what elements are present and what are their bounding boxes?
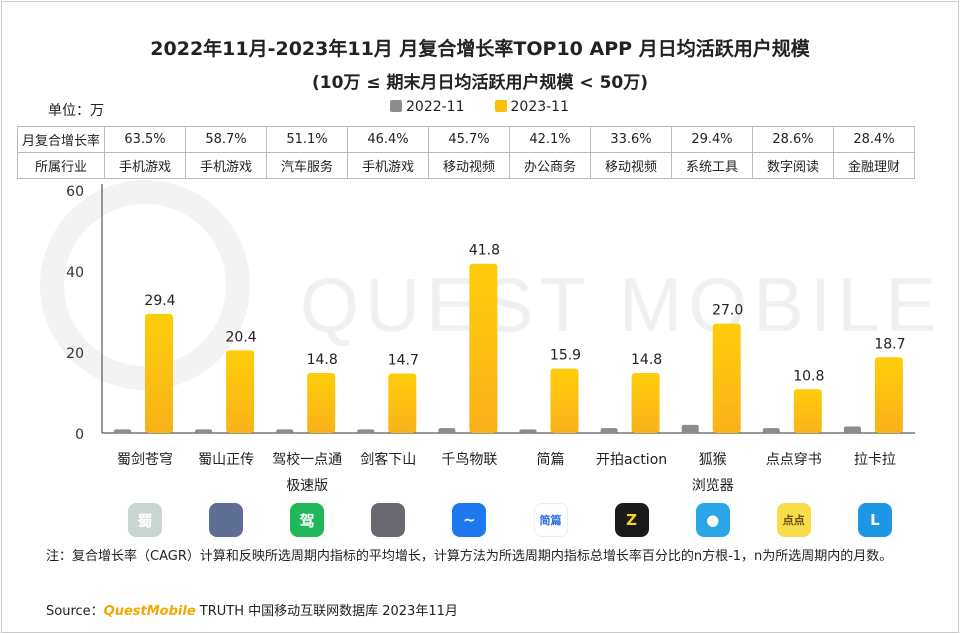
industry-cell: 移动视频 — [590, 152, 672, 179]
x-tick-label: 简篇 — [537, 451, 565, 468]
bar-2023 — [388, 373, 417, 433]
data-label: 14.7 — [388, 352, 419, 368]
data-label: 27.0 — [712, 303, 743, 319]
source-prefix: Source： — [46, 604, 104, 619]
legend: 2022-11 2023-11 — [390, 99, 569, 115]
x-tick-label: 狐猴 — [699, 452, 727, 468]
unit-label: 单位：万 — [48, 103, 104, 119]
x-tick-label: 极速版 — [286, 478, 328, 494]
cagr-cell: 33.6% — [590, 126, 672, 153]
bar-2022 — [519, 429, 537, 433]
data-label: 29.4 — [144, 293, 175, 309]
x-tick-label: 拉卡拉 — [854, 452, 896, 468]
y-tick-label: 40 — [66, 265, 84, 281]
legend-item-2023: 2023-11 — [494, 99, 570, 115]
data-label: 15.9 — [550, 348, 581, 364]
y-tick-label: 0 — [75, 427, 84, 443]
x-tick-label: 驾校一点通 — [272, 451, 342, 468]
industry-header: 所属行业 — [17, 152, 105, 179]
data-label: 18.7 — [874, 336, 905, 352]
legend-item-2022: 2022-11 — [390, 99, 465, 115]
source-rest: TRUTH 中国移动互联网数据库 2023年11月 — [195, 604, 458, 619]
x-tick-label: 开拍action — [596, 452, 667, 468]
bar-2022 — [114, 429, 131, 433]
data-label: 41.8 — [469, 243, 500, 259]
bar-2023 — [145, 313, 173, 433]
industry-cell: 移动视频 — [428, 152, 510, 179]
shujian-icon: 蜀 — [128, 503, 162, 537]
chart-subtitle: (10万 ≤ 期末月日均活跃用户规模 < 50万) — [311, 73, 648, 93]
bar-2023 — [469, 263, 498, 433]
data-label: 14.8 — [631, 352, 662, 368]
stats-table: 月复合增长率 63.5% 58.7% 51.1% 46.4% 45.7% 42.1% 33.6… — [17, 126, 915, 179]
jianke-icon — [371, 503, 406, 537]
bar-2022 — [843, 426, 861, 433]
data-label: 14.8 — [307, 352, 338, 368]
footnote: 注：复合增长率（CAGR）计算和反映所选周期内指标的平均增长，计算方法为所选周期… — [46, 549, 893, 564]
x-tick-label: 千鸟物联 — [441, 452, 497, 468]
bar-2022 — [438, 428, 456, 433]
industry-cell: 手机游戏 — [185, 152, 267, 179]
cagr-cell: 63.5% — [104, 126, 186, 153]
shushan-icon — [209, 503, 244, 537]
bar-2023 — [307, 373, 336, 433]
industry-cell: 手机游戏 — [104, 152, 186, 179]
bar-2023 — [874, 357, 903, 433]
industry-cell: 办公商务 — [509, 152, 591, 179]
x-tick-label: 剑客下山 — [360, 451, 416, 468]
legend-label-2022: 2022-11 — [406, 99, 465, 115]
x-tick-label: 浏览器 — [692, 478, 734, 494]
kaipai-icon: Z — [614, 503, 649, 537]
lakala-icon: L — [857, 503, 892, 537]
bar-2022 — [681, 424, 699, 433]
source-brand: QuestMobile — [103, 604, 196, 619]
cagr-cell: 45.7% — [428, 126, 510, 153]
bar-2022 — [276, 429, 294, 433]
bar-2023 — [793, 389, 822, 433]
diandian-icon: 点点 — [776, 503, 811, 537]
industry-cell: 汽车服务 — [266, 152, 348, 179]
data-label: 10.8 — [793, 368, 824, 384]
industry-cell: 金融理财 — [833, 152, 915, 179]
jiaxiao-icon: 驾 — [290, 503, 325, 537]
industry-cell: 手机游戏 — [347, 152, 429, 179]
legend-swatch-2022 — [390, 100, 402, 112]
industry-cell: 系统工具 — [671, 152, 753, 179]
source: Source：QuestMobile TRUTH 中国移动互联网数据库 2023… — [46, 600, 458, 619]
cagr-cell: 46.4% — [347, 126, 429, 153]
y-tick-label: 20 — [66, 346, 84, 362]
bar-2023 — [226, 350, 255, 433]
x-tick-label: 点点穿书 — [766, 452, 822, 468]
bar-2023 — [712, 323, 741, 433]
bar-2022 — [762, 428, 780, 433]
industry-row: 所属行业 手机游戏 手机游戏 汽车服务 手机游戏 移动视频 办公商务 移动视频 系统工具 数字阅读… — [17, 152, 915, 179]
jianpian-icon: 简篇 — [533, 503, 568, 537]
qianniao-icon: ~ — [452, 503, 487, 537]
bar-2023 — [631, 373, 660, 433]
y-tick-label: 60 — [66, 184, 84, 200]
cagr-row: 月复合增长率 63.5% 58.7% 51.1% 46.4% 45.7% 42.1% 33.6… — [17, 126, 915, 153]
bar-2022 — [600, 428, 618, 433]
data-label: 20.4 — [226, 329, 257, 345]
legend-swatch-2023 — [494, 100, 507, 112]
houhou-icon: ● — [695, 503, 730, 537]
x-tick-label: 蜀剑苍穹 — [117, 452, 173, 468]
bar-2023 — [550, 368, 579, 433]
bar-2022 — [195, 429, 213, 433]
chart-title: 2022年11月-2023年11月 月复合增长率TOP10 APP 月日均活跃用… — [150, 38, 810, 60]
bar-2022 — [357, 429, 375, 433]
legend-label-2023: 2023-11 — [510, 99, 570, 115]
x-tick-label: 蜀山正传 — [198, 452, 254, 468]
